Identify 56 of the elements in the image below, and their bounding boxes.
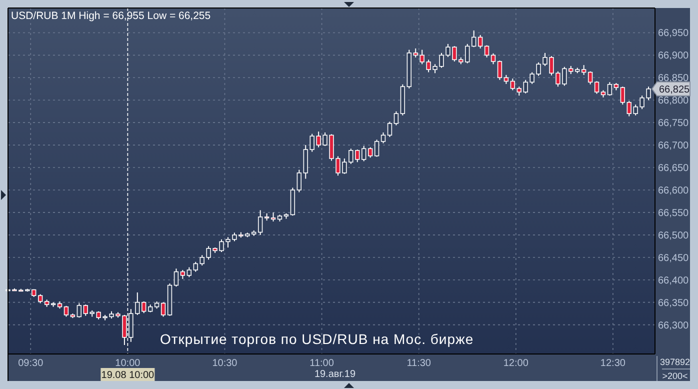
candlestick bbox=[478, 34, 483, 49]
candlestick bbox=[296, 169, 302, 193]
x-tick-label: 12:30 bbox=[600, 358, 626, 369]
text: 19.авг.19 bbox=[314, 369, 356, 380]
candlestick bbox=[594, 80, 600, 94]
x-tick-label: 09:30 bbox=[18, 358, 44, 369]
y-tick-label: 66,600 bbox=[658, 185, 690, 196]
text: 66,825 bbox=[659, 84, 690, 96]
candlestick bbox=[374, 139, 380, 158]
candlestick bbox=[76, 302, 82, 318]
y-tick-label: 66,550 bbox=[658, 208, 690, 219]
ref-line-label: 19.08 10:00 bbox=[101, 370, 155, 381]
candlestick bbox=[394, 110, 399, 126]
y-tick-label: 66,400 bbox=[658, 275, 690, 286]
candlestick bbox=[484, 44, 490, 58]
candlestick bbox=[510, 78, 515, 91]
x-tick-label: 11:30 bbox=[406, 358, 432, 369]
candlestick bbox=[380, 132, 386, 144]
candlestick bbox=[142, 300, 146, 314]
y-tick-label: 66,500 bbox=[658, 230, 690, 242]
candlestick bbox=[620, 86, 625, 106]
candlestick bbox=[160, 302, 166, 318]
candlestick bbox=[588, 70, 593, 85]
candlestick bbox=[174, 268, 179, 288]
candlestick bbox=[490, 52, 496, 65]
candlestick bbox=[581, 64, 586, 76]
candlestick bbox=[258, 210, 263, 236]
candlestick bbox=[607, 82, 612, 96]
chart-title: USD/RUB 1M High = 66,955 Low = 66,255 bbox=[11, 10, 211, 22]
candlestick bbox=[362, 145, 366, 162]
candlestick bbox=[64, 305, 69, 318]
candlestick bbox=[83, 304, 88, 316]
annotation: Открытие торгов по USD/RUB на Мос. бирже bbox=[160, 331, 474, 347]
x-tick-label: 10:30 bbox=[212, 358, 238, 369]
y-tick-label: 66,850 bbox=[658, 73, 690, 84]
y-tick-label: 66,350 bbox=[658, 298, 690, 309]
text: >200< bbox=[662, 371, 688, 381]
y-tick-label: 66,900 bbox=[658, 50, 690, 62]
x-tick-label: 11:00 bbox=[310, 358, 334, 369]
candlestick bbox=[186, 266, 192, 278]
y-tick-label: 66,800 bbox=[658, 96, 690, 107]
y-tick-label: 66,950 bbox=[658, 28, 690, 40]
y-tick-label: 66,450 bbox=[658, 252, 690, 264]
y-tick-label: 66,700 bbox=[658, 140, 690, 152]
candlestick bbox=[368, 146, 373, 158]
y-tick-label: 66,650 bbox=[658, 163, 690, 174]
x-tick-label: 10:00 bbox=[115, 358, 141, 369]
y-tick-label: 66,750 bbox=[658, 118, 690, 130]
candlestick bbox=[465, 43, 470, 64]
x-tick-label: 12:00 bbox=[503, 358, 529, 369]
candlestick bbox=[387, 121, 392, 138]
candlestick bbox=[472, 30, 476, 48]
candlestick bbox=[497, 60, 502, 80]
text: 397892 bbox=[660, 357, 690, 367]
y-tick-label: 66,300 bbox=[658, 320, 690, 332]
candlestick bbox=[193, 261, 198, 272]
